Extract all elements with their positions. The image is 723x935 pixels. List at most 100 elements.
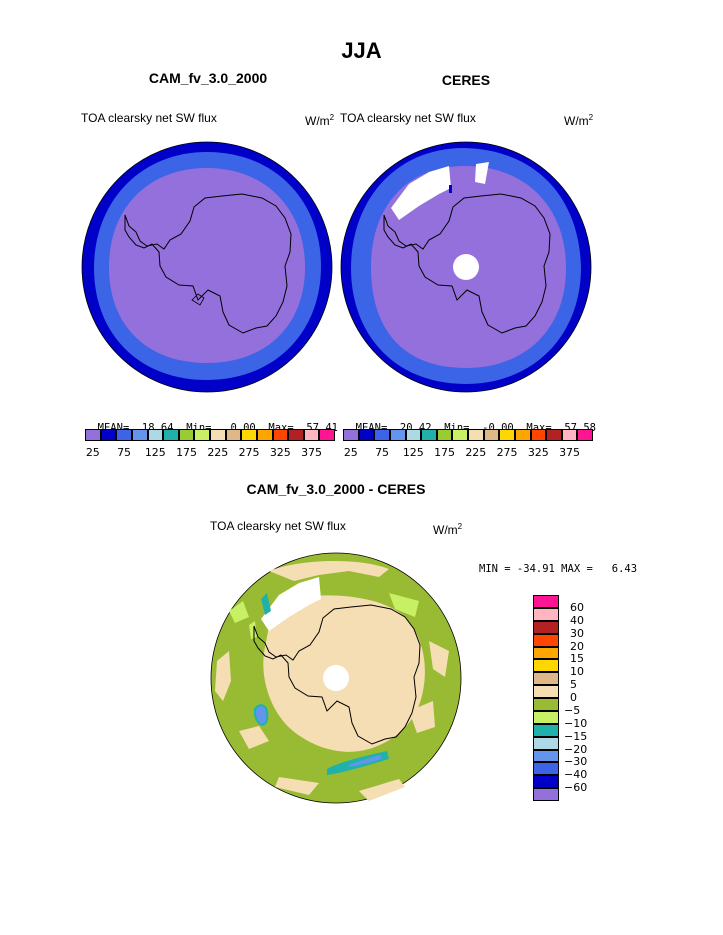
colorbar-swatch xyxy=(178,429,195,441)
colorbar-swatch xyxy=(194,429,210,441)
diff-outer-patch xyxy=(215,651,231,701)
colorbar-tick-label: 275 xyxy=(496,446,518,459)
page-title: JJA xyxy=(341,38,382,63)
diff-colorbar-tick-label: −40 xyxy=(564,768,588,782)
diff-outer-patch xyxy=(359,779,405,801)
diff-colorbar-swatch xyxy=(533,620,559,634)
diff-outer-patch xyxy=(269,560,389,581)
diff-missing-data-wedge xyxy=(261,577,321,631)
colorbar-swatch xyxy=(85,429,101,441)
colorbar-swatch xyxy=(163,429,179,441)
colorbar-tick-label: 75 xyxy=(375,446,390,459)
panel-1-variable: TOA clearsky net SW flux xyxy=(81,111,217,125)
diff-colorbar-tick-label: 60 xyxy=(570,600,584,614)
colorbar-tick-label: 75 xyxy=(117,446,132,459)
colorbar-swatch xyxy=(319,429,335,441)
colorbar-swatch xyxy=(499,429,515,441)
diff-colorbar-swatch xyxy=(533,672,559,686)
diff-colorbar-tick-label: 0 xyxy=(570,691,577,704)
panel-2-pole-hole xyxy=(453,254,479,280)
diff-colorbar-tick-label: −20 xyxy=(564,742,588,756)
diff-colorbar-swatch xyxy=(533,710,559,724)
diff-negative-streak xyxy=(249,621,257,639)
colorbar-swatch xyxy=(561,429,578,441)
panel-1-coastline xyxy=(124,193,292,334)
colorbar-tick-label: 125 xyxy=(402,446,424,459)
colorbar-swatch xyxy=(210,429,226,441)
colorbar-tick-label: 125 xyxy=(144,446,166,459)
diff-outer-patch xyxy=(275,777,319,795)
diff-outer-patch xyxy=(239,726,269,749)
diff-colorbar-swatch xyxy=(533,736,559,750)
diff-colorbar-swatch xyxy=(533,723,559,737)
panel-1-units: W/m2 xyxy=(305,113,335,128)
panel-2-variable: TOA clearsky net SW flux xyxy=(340,111,476,125)
diff-colorbar-swatch xyxy=(533,749,559,763)
panel-1-title: CAM_fv_3.0_2000 xyxy=(148,70,268,86)
colorbar-swatch xyxy=(389,429,406,441)
colorbar-tick-label: 225 xyxy=(465,446,487,459)
colorbar-swatch xyxy=(483,429,500,441)
diff-colorbar-swatch xyxy=(533,646,559,660)
colorbar-swatch xyxy=(468,429,484,441)
colorbar-tick-label: 375 xyxy=(301,446,323,459)
colorbar-swatch xyxy=(436,429,453,441)
colorbar-swatch xyxy=(421,429,437,441)
panel-2-missing-data-bar xyxy=(449,185,452,193)
diff-colorbar-swatch xyxy=(533,659,559,673)
colorbar-swatch xyxy=(116,429,132,441)
panel-1-map xyxy=(81,141,333,393)
panel-1-ice-shelf xyxy=(191,293,205,306)
colorbar-swatch xyxy=(100,429,117,441)
colorbar-swatch xyxy=(225,429,242,441)
colorbar-swatch xyxy=(546,429,562,441)
colorbar-swatch xyxy=(131,429,148,441)
diff-colorbar-swatch xyxy=(533,775,559,789)
colorbar-swatch xyxy=(358,429,375,441)
colorbar-swatch xyxy=(272,429,289,441)
diff-pole-hole xyxy=(323,665,349,691)
colorbar-swatch xyxy=(374,429,390,441)
colorbar-tick-label: 225 xyxy=(207,446,229,459)
diff-variable: TOA clearsky net SW flux xyxy=(210,519,346,533)
panel-2-missing-data-wedge xyxy=(391,166,451,220)
diff-colorbar-tick-label: −5 xyxy=(564,703,581,717)
colorbar-swatch xyxy=(530,429,547,441)
diff-colorbar-swatch xyxy=(533,698,559,711)
panel-2-map xyxy=(340,141,592,393)
diff-colorbar-tick-label: 30 xyxy=(570,626,584,640)
diff-stats: MIN = -34.91 MAX = 6.43 xyxy=(479,563,638,575)
colorbar-tick-label: 275 xyxy=(238,446,260,459)
diff-negative-streak xyxy=(254,704,269,726)
colorbar-tick-label: 175 xyxy=(176,446,198,459)
diff-colorbar-tick-label: 5 xyxy=(570,678,577,692)
diff-units: W/m2 xyxy=(433,522,463,537)
diff-negative-streak xyxy=(261,593,271,615)
diff-outer-patch xyxy=(389,593,419,617)
diff-outer-patch xyxy=(429,641,449,677)
panel-2-title: CERES xyxy=(441,72,491,88)
colorbar-swatch xyxy=(452,429,468,441)
panel-2-colorbar-labels: 25 75 125 175 225 275 325 375 xyxy=(343,446,593,460)
colorbar-tick-label: 375 xyxy=(559,446,581,459)
diff-colorbar-swatch xyxy=(533,762,559,776)
diff-colorbar-swatch xyxy=(533,633,559,647)
panel-1-colorbar xyxy=(85,429,335,441)
diff-colorbar-tick-label: −10 xyxy=(564,716,588,730)
diff-colorbar-tick-label: −15 xyxy=(564,729,588,743)
diff-colorbar-swatch xyxy=(533,595,559,608)
colorbar-tick-label: 25 xyxy=(85,446,100,459)
diff-map xyxy=(210,552,462,804)
colorbar-tick-label: 175 xyxy=(434,446,456,459)
panel-2-missing-data-patch xyxy=(475,162,489,184)
panel-1-interior xyxy=(109,168,306,363)
colorbar-tick-label: 25 xyxy=(343,446,358,459)
colorbar-swatch xyxy=(577,429,593,441)
diff-colorbar-swatch xyxy=(533,788,559,801)
panel-2-colorbar xyxy=(343,429,593,441)
diff-coastline xyxy=(253,604,421,745)
colorbar-swatch xyxy=(303,429,320,441)
diff-colorbar-tick-label: 40 xyxy=(570,613,584,627)
diff-colorbar-swatch xyxy=(533,685,559,698)
diff-outer-patch xyxy=(229,601,249,623)
